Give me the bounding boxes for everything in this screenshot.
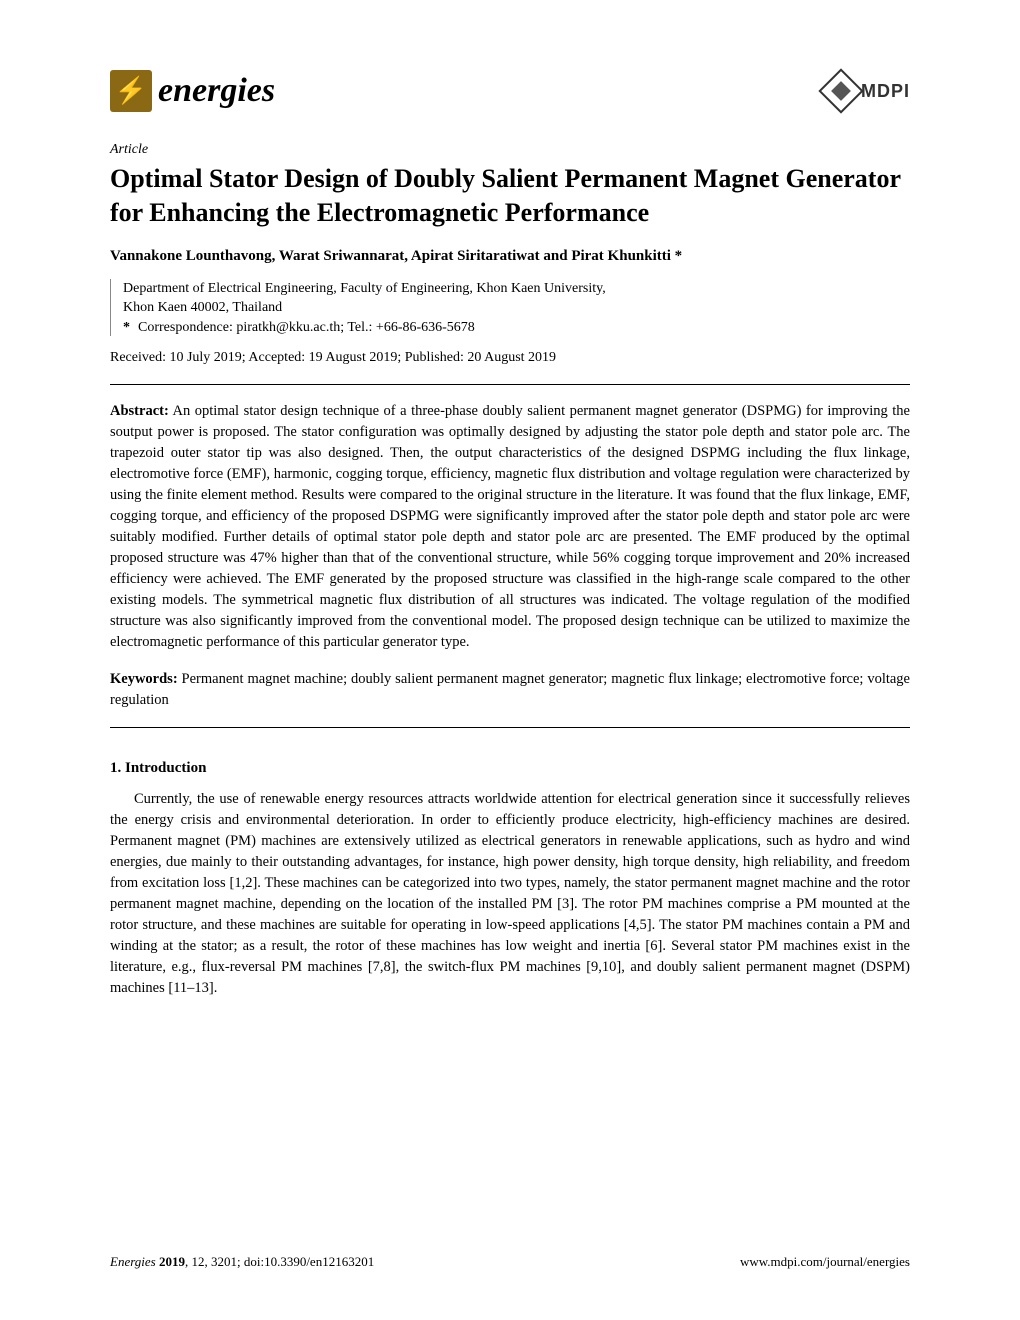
journal-logo-icon: ⚡ [110,70,152,112]
journal-name: energies [158,72,275,110]
publication-dates: Received: 10 July 2019; Accepted: 19 Aug… [110,350,910,366]
affiliation-line-2: Khon Kaen 40002, Thailand [123,298,910,318]
keywords-body: Permanent magnet machine; doubly salient… [110,671,910,708]
abstract-label: Abstract: [110,403,169,419]
keywords-label: Keywords: [110,671,178,687]
abstract-body: An optimal stator design technique of a … [110,403,910,650]
publisher-logo: MDPI [825,75,910,107]
abstract-box: Abstract: An optimal stator design techn… [110,384,910,728]
page-footer: Energies 2019, 12, 3201; doi:10.3390/en1… [110,1254,910,1270]
abstract-paragraph: Abstract: An optimal stator design techn… [110,401,910,653]
mdpi-icon [818,68,863,113]
header-row: ⚡ energies MDPI [110,70,910,112]
footer-journal: Energies [110,1254,156,1269]
publisher-name: MDPI [861,81,910,102]
correspondence-asterisk: * [123,320,130,335]
affiliation-block: Department of Electrical Engineering, Fa… [110,279,910,336]
footer-citation: Energies 2019, 12, 3201; doi:10.3390/en1… [110,1254,374,1270]
article-type-label: Article [110,142,910,158]
correspondence-text: Correspondence: piratkh@kku.ac.th; Tel.:… [138,320,475,335]
affiliation-line-1: Department of Electrical Engineering, Fa… [123,279,910,299]
authors-line: Vannakone Lounthavong, Warat Sriwannarat… [110,248,910,265]
footer-year: 2019 [159,1254,185,1269]
footer-rest: , 12, 3201; doi:10.3390/en12163201 [185,1254,374,1269]
correspondence-line: * Correspondence: piratkh@kku.ac.th; Tel.… [123,320,910,336]
keywords-paragraph: Keywords: Permanent magnet machine; doub… [110,669,910,711]
footer-url: www.mdpi.com/journal/energies [740,1254,910,1270]
article-title: Optimal Stator Design of Doubly Salient … [110,162,910,230]
intro-paragraph: Currently, the use of renewable energy r… [110,789,910,999]
journal-logo: ⚡ energies [110,70,275,112]
section-heading: 1. Introduction [110,760,910,777]
lightning-icon: ⚡ [115,76,147,106]
